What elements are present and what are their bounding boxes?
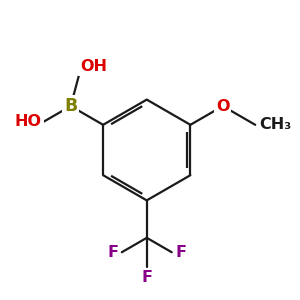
Text: CH₃: CH₃ bbox=[260, 117, 292, 132]
Text: O: O bbox=[216, 99, 230, 114]
Text: OH: OH bbox=[80, 59, 107, 74]
Text: F: F bbox=[141, 270, 152, 285]
Text: F: F bbox=[175, 245, 186, 260]
Text: B: B bbox=[64, 97, 77, 115]
Text: HO: HO bbox=[15, 114, 42, 129]
Text: F: F bbox=[107, 245, 118, 260]
